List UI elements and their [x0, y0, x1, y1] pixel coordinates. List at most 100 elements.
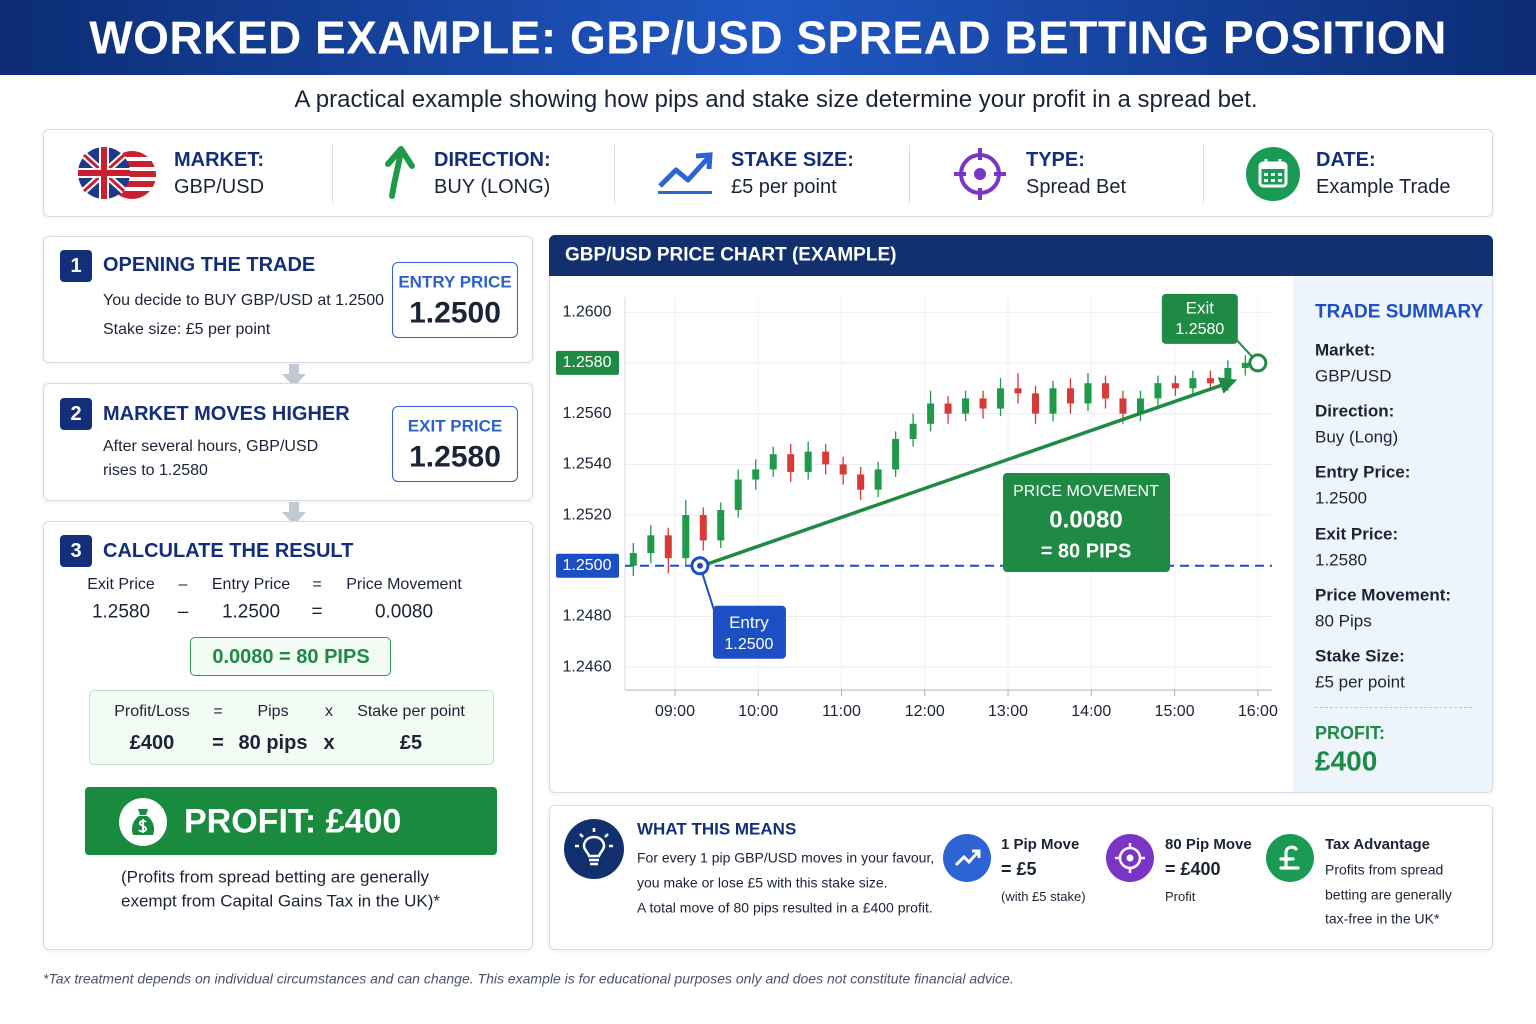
candle-body: [1189, 378, 1197, 389]
info-label: STAKE SIZE:: [731, 149, 854, 171]
candle-body: [1119, 398, 1127, 414]
info-value: GBP/USD: [174, 176, 265, 198]
candle-body: [1084, 383, 1092, 404]
equation-term: 1.2500: [221, 601, 281, 623]
x-tick-label: 13:00: [988, 703, 1028, 720]
summary-profit-value: £400: [1315, 745, 1378, 777]
candle-body: [629, 553, 637, 566]
summary-label: Price Movement:: [1315, 585, 1452, 605]
movement-box: [1003, 473, 1170, 572]
fact-title: Tax Advantage: [1325, 835, 1431, 853]
candle-body: [1154, 383, 1162, 399]
entry-box: [712, 605, 786, 659]
x-tick-label: 11:00: [822, 703, 861, 720]
tax-note: exempt from Capital Gains Tax in the UK)…: [121, 891, 441, 911]
separator: [614, 145, 615, 203]
footnote: *Tax treatment depends on individual cir…: [43, 970, 1014, 987]
summary-value: £5 per point: [1315, 672, 1405, 692]
info-label: MARKET:: [174, 149, 264, 171]
candle-body: [874, 469, 882, 490]
profit-equation-term: Profit/Loss: [114, 703, 190, 721]
y-tick-label: 1.2500: [563, 557, 612, 574]
summary-title: TRADE SUMMARY: [1315, 301, 1484, 323]
badge-label: EXIT PRICE: [407, 416, 503, 436]
flag-icon: [78, 147, 156, 199]
y-tick-label: 1.2560: [563, 405, 612, 422]
summary-profit-label: PROFIT:: [1315, 723, 1385, 744]
candle-body: [892, 438, 900, 470]
fact-note: (with £5 stake): [1001, 888, 1086, 904]
means-text: you make or lose £5 with this stake size…: [637, 874, 888, 891]
summary-value: 1.2500: [1315, 489, 1367, 509]
exit-badge: [392, 406, 518, 482]
movement-title: PRICE MOVEMENT: [1013, 483, 1159, 500]
profit-equation-term: 80 pips: [238, 732, 308, 754]
candle-body: [1101, 383, 1109, 399]
date-icon: [1246, 147, 1300, 201]
candle-body: [1066, 388, 1074, 404]
step-text: Stake size: £5 per point: [103, 321, 271, 339]
info-label: DATE:: [1316, 149, 1376, 171]
means-text: A total move of 80 pips resulted in a £4…: [637, 899, 933, 916]
x-tick-label: 15:00: [1155, 703, 1195, 720]
equation-term: =: [312, 576, 322, 594]
tick-highlight: [556, 553, 619, 578]
x-tick-label: 14:00: [1071, 703, 1111, 720]
candle-body: [1224, 367, 1232, 384]
y-tick-label: 1.2600: [563, 303, 612, 320]
summary-label: Stake Size:: [1315, 646, 1405, 666]
equation-term: 1.2580: [91, 601, 151, 623]
profit-equation-term: Pips: [257, 703, 289, 721]
summary-label: Entry Price:: [1315, 463, 1411, 483]
summary-divider: [1315, 707, 1472, 708]
means-text: For every 1 pip GBP/USD moves in your fa…: [637, 849, 935, 866]
exit-value: 1.2580: [1175, 321, 1224, 338]
candle-body: [839, 464, 847, 475]
candle-body: [717, 509, 725, 541]
chart-header: [549, 235, 1493, 276]
down-arrow: [282, 502, 306, 525]
trade-summary-panel: [1293, 276, 1492, 792]
page-subtitle: A practical example showing how pips and…: [294, 85, 1258, 113]
separator: [1203, 145, 1204, 203]
info-label: TYPE:: [1026, 149, 1085, 171]
profit-equation-box: [89, 690, 494, 765]
separator: [332, 145, 333, 203]
equation-term: –: [178, 576, 188, 594]
profit-equation-term: £5: [399, 732, 423, 754]
candle-body: [1171, 383, 1179, 389]
profit-equation-term: x: [325, 703, 333, 721]
equation-term: Price Movement: [346, 576, 462, 594]
summary-value: 1.2580: [1315, 550, 1367, 570]
candle-body: [752, 469, 760, 480]
step-title: CALCULATE THE RESULT: [103, 540, 354, 562]
pound-icon: [1266, 834, 1314, 882]
movement-value: 0.0080: [1049, 506, 1122, 533]
profit-equation-term: £400: [129, 732, 175, 754]
movement-pips: = 80 PIPS: [1041, 540, 1132, 562]
y-tick-label: 1.2520: [563, 506, 612, 523]
candle-body: [822, 451, 830, 465]
tax-note: (Profits from spread betting are general…: [121, 867, 430, 887]
profit-equation-term: Stake per point: [357, 703, 465, 721]
y-tick-label: 1.2580: [563, 354, 612, 371]
what-this-means-panel: [549, 805, 1493, 950]
candle-body: [1241, 362, 1249, 368]
exit-point: [1248, 353, 1268, 373]
candle-body: [979, 398, 987, 409]
step-number: 1: [60, 250, 92, 282]
step-text: You decide to BUY GBP/USD at 1.2500: [103, 292, 385, 310]
candle-body: [944, 403, 952, 414]
summary-value: Buy (Long): [1315, 427, 1399, 447]
info-label: DIRECTION:: [434, 149, 551, 171]
candle-body: [769, 454, 777, 470]
pip-icon: [943, 834, 991, 882]
summary-label: Exit Price:: [1315, 524, 1399, 544]
chart-title: GBP/USD PRICE CHART (EXAMPLE): [565, 244, 897, 266]
step-text: rises to 1.2580: [103, 462, 208, 480]
candle-body: [962, 398, 970, 414]
info-value: Spread Bet: [1026, 176, 1127, 198]
fact-text: tax-free in the UK*: [1325, 910, 1440, 927]
equation-term: –: [177, 601, 189, 623]
